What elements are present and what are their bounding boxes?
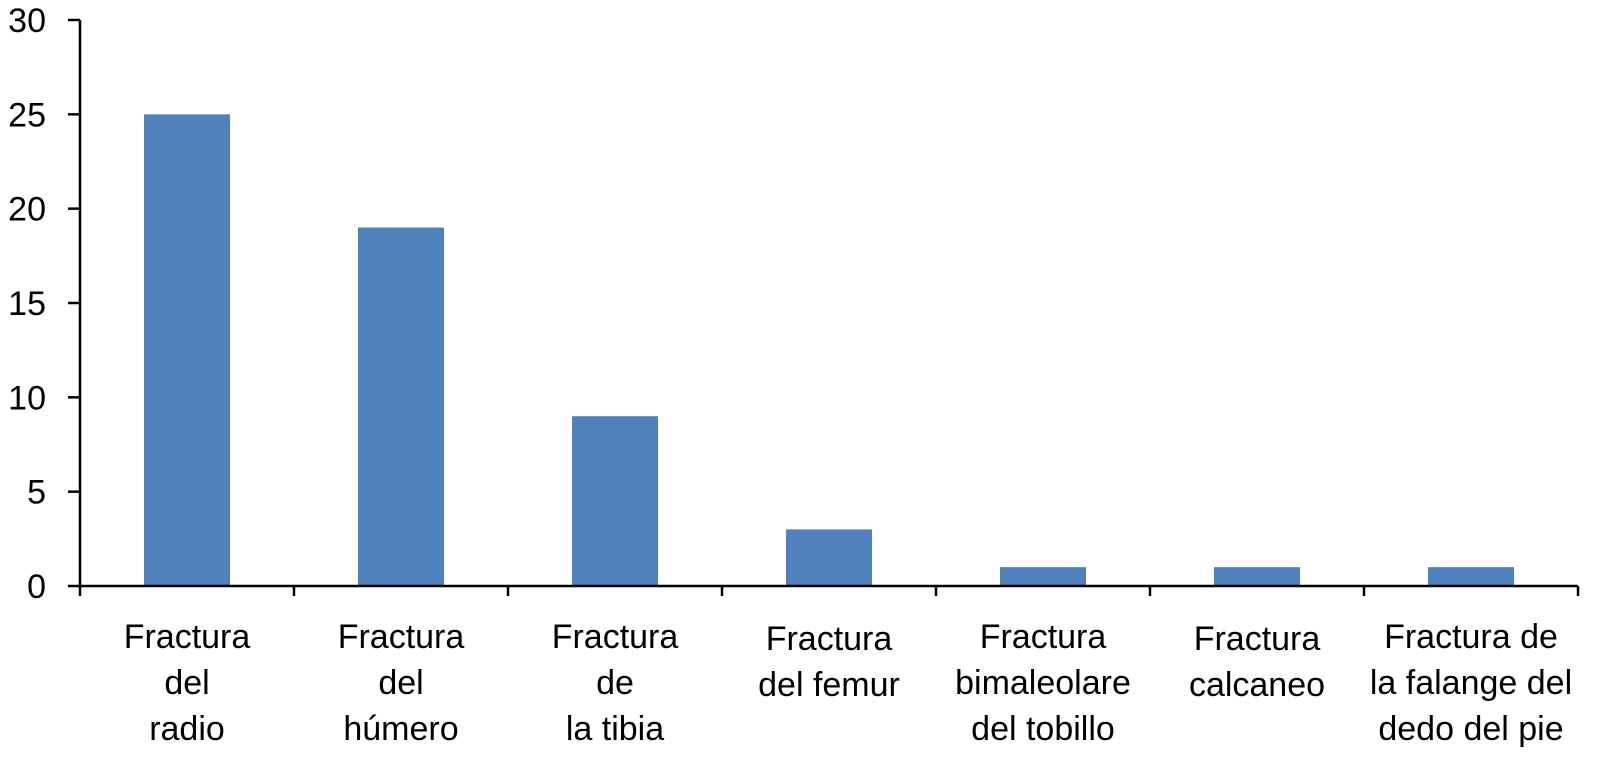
x-category-label: Fractura de la tibia <box>552 618 679 748</box>
y-tick-label: 20 <box>8 191 46 229</box>
x-category-label-line: Fractura de <box>1384 618 1558 656</box>
x-category-label: Fractura calcaneo <box>1189 620 1325 704</box>
y-tick-label: 10 <box>8 379 46 417</box>
y-axis: 0 5 10 15 20 25 30 <box>8 2 82 606</box>
x-category-label-line: calcaneo <box>1189 666 1325 704</box>
x-category-label-line: del <box>378 664 423 702</box>
x-category-label: Fractura del femur <box>758 620 900 704</box>
x-category-label-line: la falange del <box>1370 664 1572 702</box>
x-category-label-line: radio <box>149 710 225 748</box>
x-category-label: Fractura de la falange del dedo del pie <box>1370 618 1572 748</box>
bar-3 <box>572 416 658 586</box>
y-tick-label: 5 <box>27 474 46 512</box>
x-category-label-line: bimaleolare <box>955 664 1131 702</box>
x-category-label-line: Fractura <box>1194 620 1321 658</box>
bar-2 <box>358 227 444 587</box>
x-category-label-line: Fractura <box>766 620 893 658</box>
x-category-label-line: del <box>164 664 209 702</box>
x-category-label-line: Fractura <box>124 618 251 656</box>
bar-6 <box>1214 567 1300 586</box>
x-category-label: Fractura bimaleolare del tobillo <box>955 618 1131 748</box>
y-tick-label: 25 <box>8 96 46 134</box>
x-category-label: Fractura del radio <box>124 618 251 748</box>
x-category-label-line: húmero <box>343 710 458 748</box>
x-category-label-line: dedo del pie <box>1378 710 1563 748</box>
x-category-label-line: Fractura <box>980 618 1107 656</box>
bar-7 <box>1428 567 1514 586</box>
x-category-label-line: del tobillo <box>971 710 1115 748</box>
x-category-label: Fractura del húmero <box>338 618 465 748</box>
bar-1 <box>144 114 230 586</box>
bars-group <box>144 114 1514 587</box>
y-tick-label: 15 <box>8 285 46 323</box>
y-tick-label: 0 <box>27 568 46 606</box>
x-category-label-line: del femur <box>758 666 900 704</box>
x-category-label-line: Fractura <box>552 618 679 656</box>
x-category-label-line: de <box>596 664 634 702</box>
x-category-label-line: la tibia <box>566 710 664 748</box>
bar-5 <box>1000 567 1086 586</box>
bar-4 <box>786 529 872 586</box>
x-category-label-line: Fractura <box>338 618 465 656</box>
y-tick-label: 30 <box>8 2 46 40</box>
